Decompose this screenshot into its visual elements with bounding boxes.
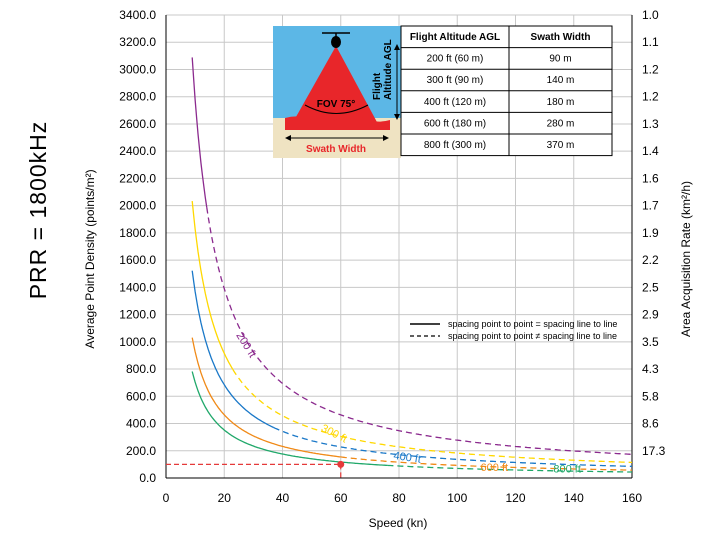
y-tick-label: 3000.0 bbox=[119, 62, 156, 76]
inset-swath-label: Swath Width bbox=[306, 144, 366, 155]
y-tick-label: 3200.0 bbox=[119, 35, 156, 49]
curve-label-600-ft: 600 ft bbox=[481, 462, 509, 474]
series-300-ft-solid bbox=[191, 201, 234, 371]
y-tick-label: 1000.0 bbox=[119, 335, 156, 349]
x-tick-label: 120 bbox=[505, 491, 525, 505]
y-tick-label: 200.0 bbox=[126, 444, 156, 458]
right-tick-label: 17.3 bbox=[642, 444, 666, 458]
right-tick-label: 1.0 bbox=[642, 8, 659, 22]
inset-altitude-arrow-tail bbox=[394, 114, 400, 120]
curve-label-800-ft: 800 ft bbox=[553, 464, 581, 476]
x-tick-label: 20 bbox=[218, 491, 232, 505]
table-cell: 180 m bbox=[547, 97, 575, 108]
inset-altitude-label-2: Altitude AGL bbox=[383, 39, 394, 100]
y-tick-label: 1600.0 bbox=[119, 253, 156, 267]
table-cell: 280 m bbox=[547, 118, 575, 129]
table-cell: 300 ft (90 m) bbox=[427, 75, 484, 86]
table-cell: 200 ft (60 m) bbox=[427, 54, 484, 65]
x-tick-label: 140 bbox=[564, 491, 584, 505]
y-tick-label: 1400.0 bbox=[119, 280, 156, 294]
inset-fov-arc bbox=[304, 104, 369, 114]
y-axis-title-right: Area Acquisition Rate (km²/h) bbox=[679, 181, 693, 337]
y-tick-label: 2000.0 bbox=[119, 199, 156, 213]
y-tick-label: 600.0 bbox=[126, 389, 156, 403]
inset-altitude-arrow-head bbox=[394, 44, 400, 50]
curve-label-400-ft: 400 ft bbox=[393, 450, 422, 466]
right-tick-label: 1.2 bbox=[642, 62, 659, 76]
y-tick-label: 800.0 bbox=[126, 362, 156, 376]
table-cell: 600 ft (180 m) bbox=[424, 118, 486, 129]
series-300-ft-dashed bbox=[232, 369, 632, 464]
right-tick-label: 2.5 bbox=[642, 280, 659, 294]
right-tick-label: 1.1 bbox=[642, 35, 659, 49]
table-cell: 800 ft (300 m) bbox=[424, 140, 486, 151]
right-tick-label: 2.9 bbox=[642, 308, 659, 322]
axes bbox=[165, 15, 633, 479]
marker-point bbox=[337, 460, 345, 468]
right-tick-label: 1.7 bbox=[642, 199, 659, 213]
side-title: PRR = 1800kHz bbox=[25, 121, 51, 300]
series-600-ft-solid bbox=[191, 337, 341, 458]
series-600-ft-dashed bbox=[340, 456, 632, 471]
swath-table: Flight Altitude AGL Swath Width 200 ft (60… bbox=[400, 25, 613, 157]
inset-swath-arrow-left bbox=[285, 135, 291, 141]
y-tick-label: 0.0 bbox=[139, 471, 156, 485]
table-cell: 370 m bbox=[547, 140, 575, 151]
series-800-ft-dashed bbox=[387, 464, 632, 473]
y-tick-label: 2800.0 bbox=[119, 90, 156, 104]
legend: spacing point to point = spacing line to… bbox=[410, 319, 617, 341]
y-tick-label: 2200.0 bbox=[119, 171, 156, 185]
x-axis-title: Speed (kn) bbox=[369, 516, 428, 530]
legend-dashed-label: spacing point to point ≠ spacing line to… bbox=[448, 331, 617, 341]
x-tick-label: 100 bbox=[447, 491, 467, 505]
tick-labels: 0.0 200.0 400.0 600.0 800.0 1000.0 1200.0 1400.… bbox=[119, 8, 665, 505]
table-header-cell: Swath Width bbox=[531, 32, 591, 43]
right-tick-label: 1.9 bbox=[642, 226, 659, 240]
right-tick-label: 3.5 bbox=[642, 335, 659, 349]
y-tick-label: 3400.0 bbox=[119, 8, 156, 22]
table-cell: 400 ft (120 m) bbox=[424, 97, 486, 108]
right-tick-label: 2.2 bbox=[642, 253, 659, 267]
x-tick-label: 0 bbox=[163, 491, 170, 505]
series-400-ft-dashed bbox=[273, 427, 632, 467]
y-tick-label: 400.0 bbox=[126, 417, 156, 431]
y-axis-title-left: Average Point Density (points/m²) bbox=[83, 169, 97, 348]
inset-swath-arrow-right bbox=[383, 135, 389, 141]
x-tick-label: 80 bbox=[392, 491, 406, 505]
x-tick-label: 160 bbox=[622, 491, 642, 505]
inset-ground-hit bbox=[285, 115, 390, 130]
legend-solid-label: spacing point to point = spacing line to… bbox=[448, 319, 617, 329]
right-tick-label: 5.8 bbox=[642, 389, 659, 403]
right-tick-label: 1.4 bbox=[642, 144, 659, 158]
y-tick-label: 1800.0 bbox=[119, 226, 156, 240]
right-tick-label: 1.2 bbox=[642, 90, 659, 104]
series-200-ft-solid bbox=[191, 57, 208, 208]
table-header-cell: Flight Altitude AGL bbox=[410, 32, 500, 43]
series-200-ft-dashed bbox=[206, 207, 632, 455]
series-400-ft-solid bbox=[191, 270, 275, 429]
table-cell: 90 m bbox=[549, 54, 571, 65]
right-tick-label: 1.6 bbox=[642, 171, 659, 185]
right-tick-label: 4.3 bbox=[642, 362, 659, 376]
series-group bbox=[191, 57, 632, 473]
y-tick-label: 1200.0 bbox=[119, 308, 156, 322]
inset-fov-cone bbox=[292, 46, 378, 124]
helicopter-icon bbox=[322, 32, 350, 48]
inset-diagram: FOV 75° Flight Altitude AGL Swath Width bbox=[273, 26, 401, 158]
x-tick-label: 60 bbox=[334, 491, 348, 505]
series-800-ft-solid bbox=[191, 371, 388, 467]
table-cell: 140 m bbox=[547, 75, 575, 86]
inset-fov-label: FOV 75° bbox=[317, 99, 355, 110]
x-tick-label: 40 bbox=[276, 491, 290, 505]
right-tick-label: 1.3 bbox=[642, 117, 659, 131]
y-tick-label: 2600.0 bbox=[119, 117, 156, 131]
right-tick-label: 8.6 bbox=[642, 417, 659, 431]
y-tick-label: 2400.0 bbox=[119, 144, 156, 158]
inset-altitude-label-1: Flight bbox=[372, 72, 383, 100]
